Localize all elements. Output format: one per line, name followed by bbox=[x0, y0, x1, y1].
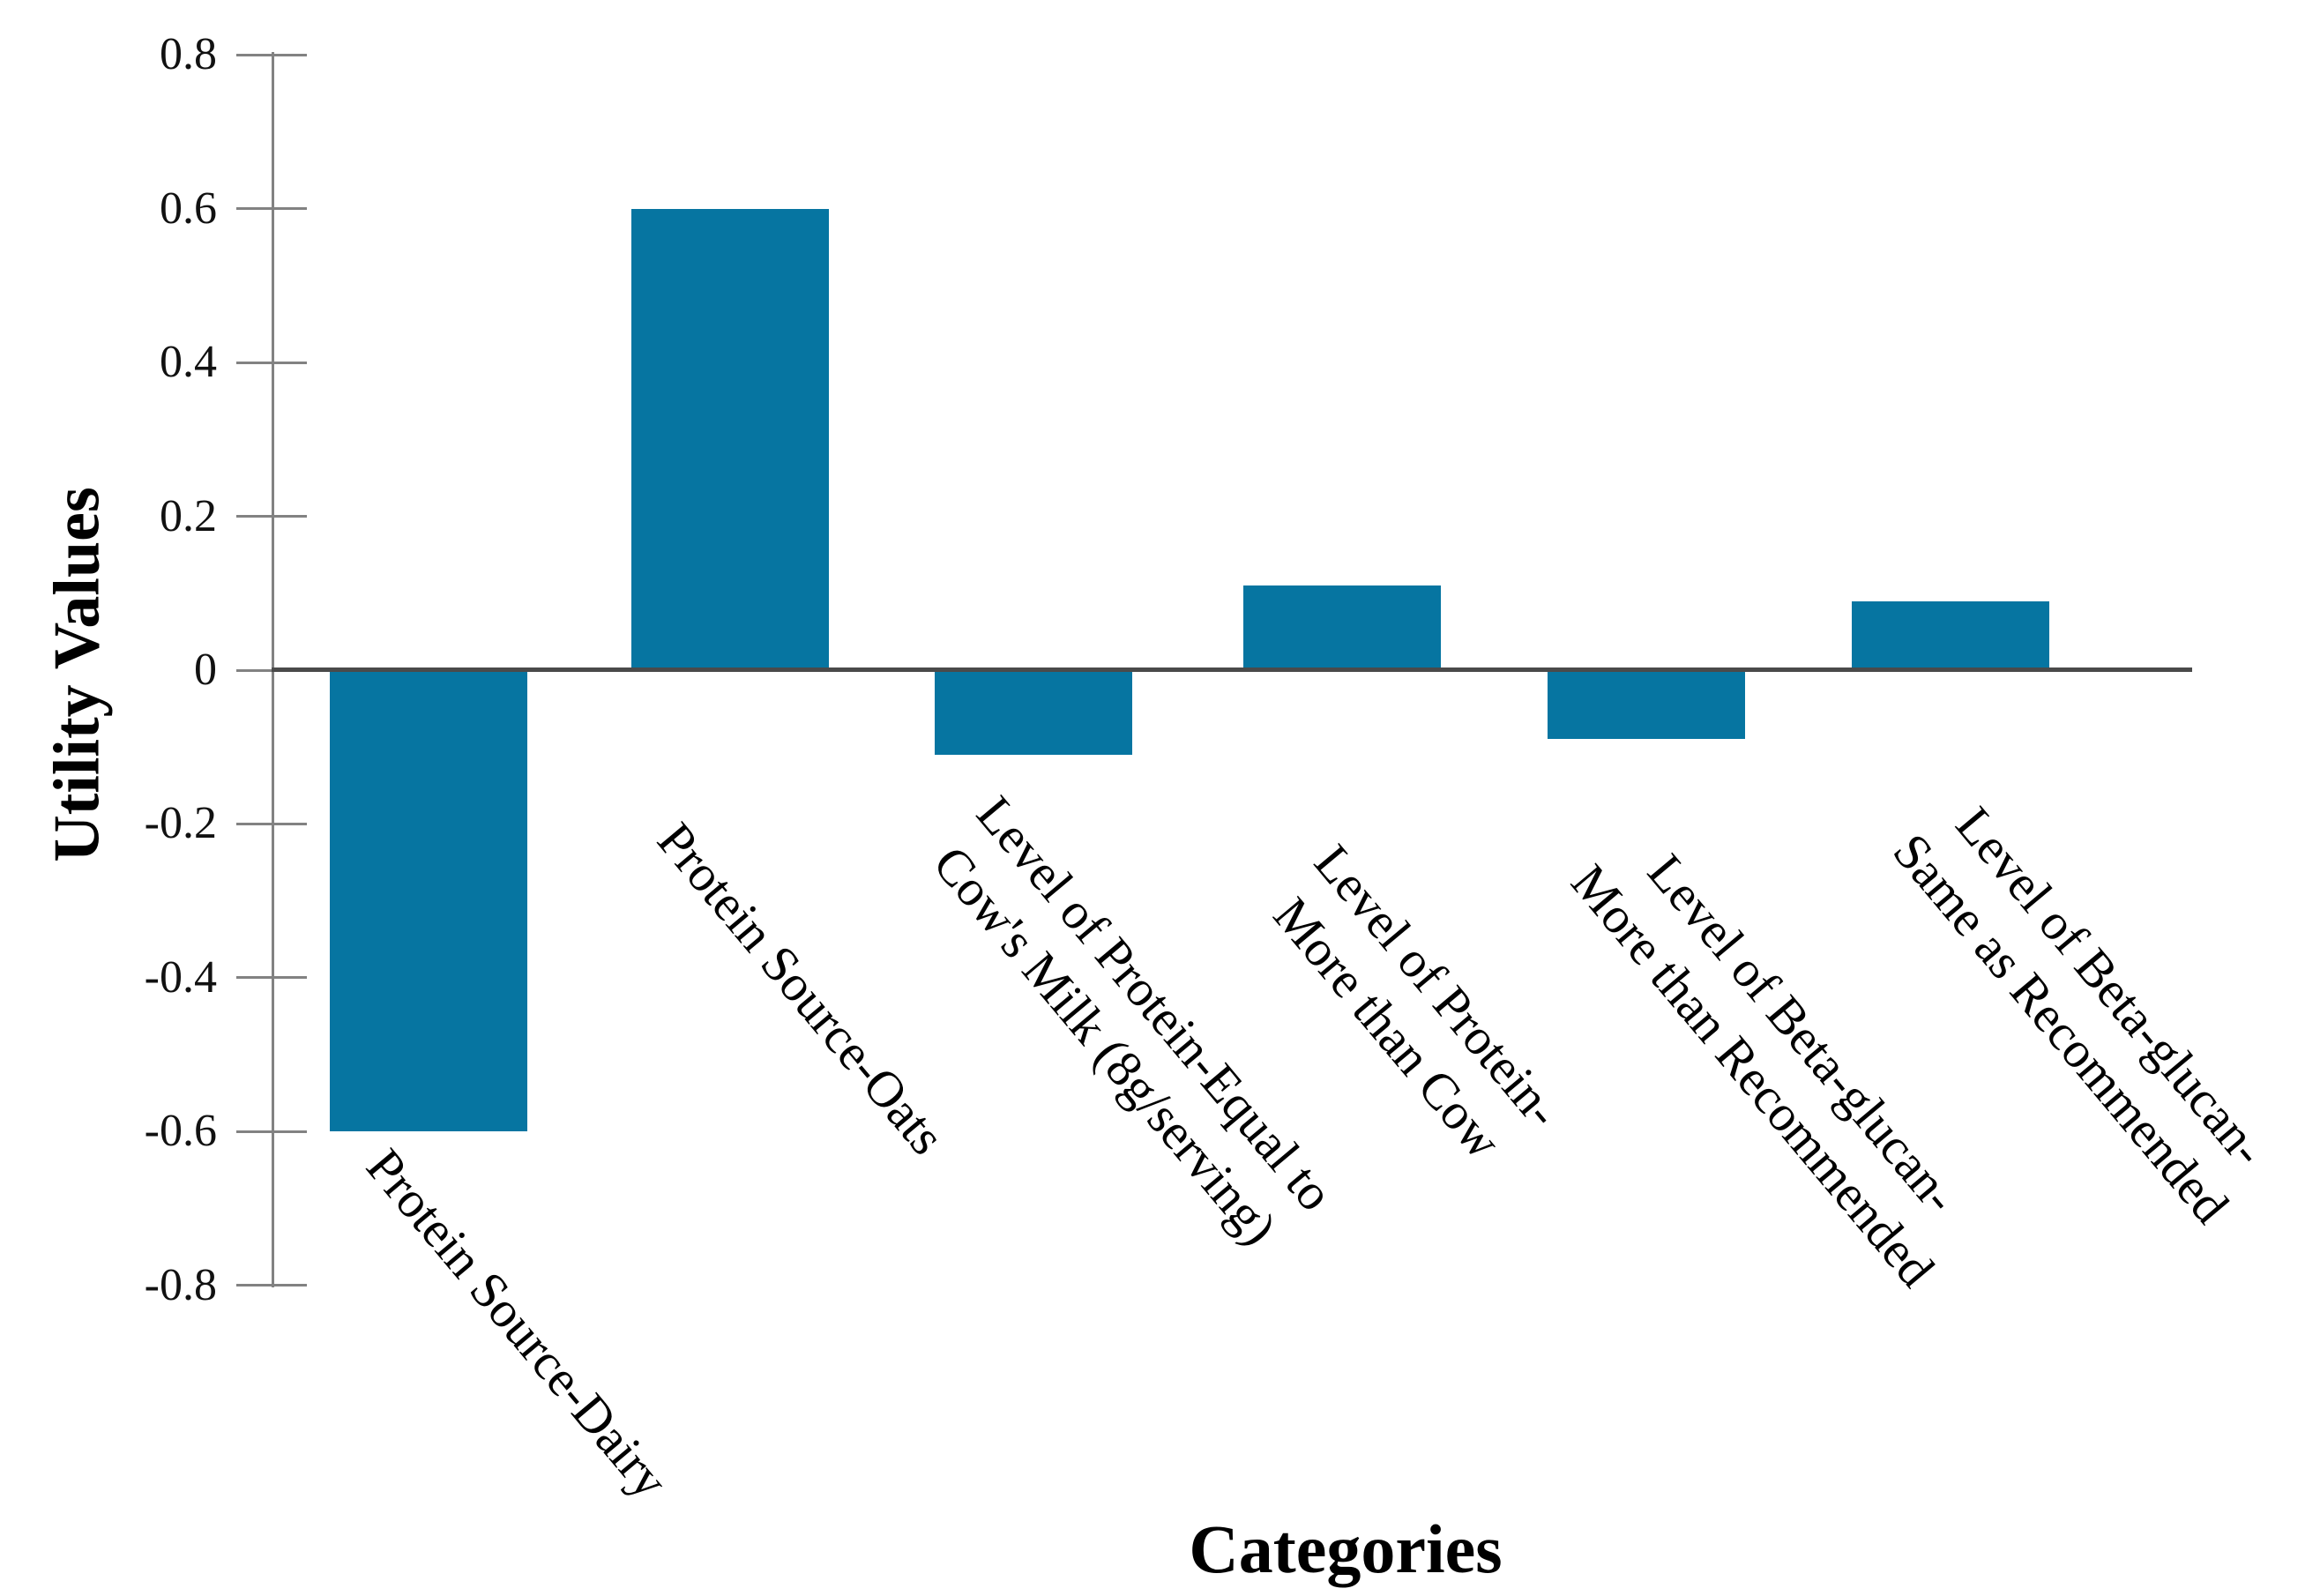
y-axis-tick bbox=[236, 207, 307, 211]
y-axis-tick-label: 0.8 bbox=[160, 29, 217, 80]
bar-level-of-protein-equal-to-cows-milk bbox=[935, 670, 1132, 755]
y-axis-tick bbox=[236, 976, 307, 980]
x-axis-zero-line bbox=[272, 667, 2192, 672]
y-axis-tick-label: -0.8 bbox=[144, 1259, 217, 1310]
y-axis-tick-label: 0.6 bbox=[160, 183, 217, 234]
y-axis-tick-label: -0.6 bbox=[144, 1106, 217, 1157]
category-label-line: Protein Source-Dairy bbox=[355, 1137, 680, 1510]
category-label-line: Cow's Milk (8g/serving) bbox=[921, 835, 1288, 1256]
category-label-level-of-protein-equal-to-cows-milk: Level of Protein-Equal to Cow's Milk (8g/… bbox=[913, 783, 1347, 1266]
y-axis-tick bbox=[236, 1284, 307, 1287]
y-axis-tick bbox=[236, 1130, 307, 1133]
bar-level-of-beta-glucan-more-than-recommended bbox=[1548, 670, 1745, 740]
category-label-protein-source-dairy: Protein Source-Dairy bbox=[352, 1136, 683, 1511]
y-axis-tick-label: 0.2 bbox=[160, 490, 217, 541]
category-label-line: Level of Protein-Equal to bbox=[966, 785, 1345, 1222]
bar-protein-source-dairy bbox=[330, 670, 527, 1132]
y-axis-tick bbox=[236, 53, 307, 56]
bar-level-of-protein-more-than-cow bbox=[1243, 585, 1441, 670]
bar-protein-source-oats bbox=[631, 208, 829, 670]
bar-level-of-beta-glucan-same-as-recommended bbox=[1852, 600, 2049, 670]
y-axis-tick bbox=[236, 515, 307, 518]
category-label-line: Protein Source-Oats bbox=[646, 811, 957, 1166]
y-axis-tick-label: 0 bbox=[194, 645, 217, 695]
y-axis-tick-label: 0.4 bbox=[160, 337, 217, 388]
category-label-protein-source-oats: Protein Source-Oats bbox=[643, 809, 959, 1168]
category-label-line: More than Recommended bbox=[1560, 854, 1946, 1298]
y-axis-tick bbox=[236, 361, 307, 364]
y-axis-tick bbox=[236, 822, 307, 825]
y-axis-tick-label: -0.4 bbox=[144, 951, 217, 1003]
x-axis-title: Categories bbox=[1189, 1510, 1503, 1587]
y-axis-tick-label: -0.2 bbox=[144, 798, 217, 849]
